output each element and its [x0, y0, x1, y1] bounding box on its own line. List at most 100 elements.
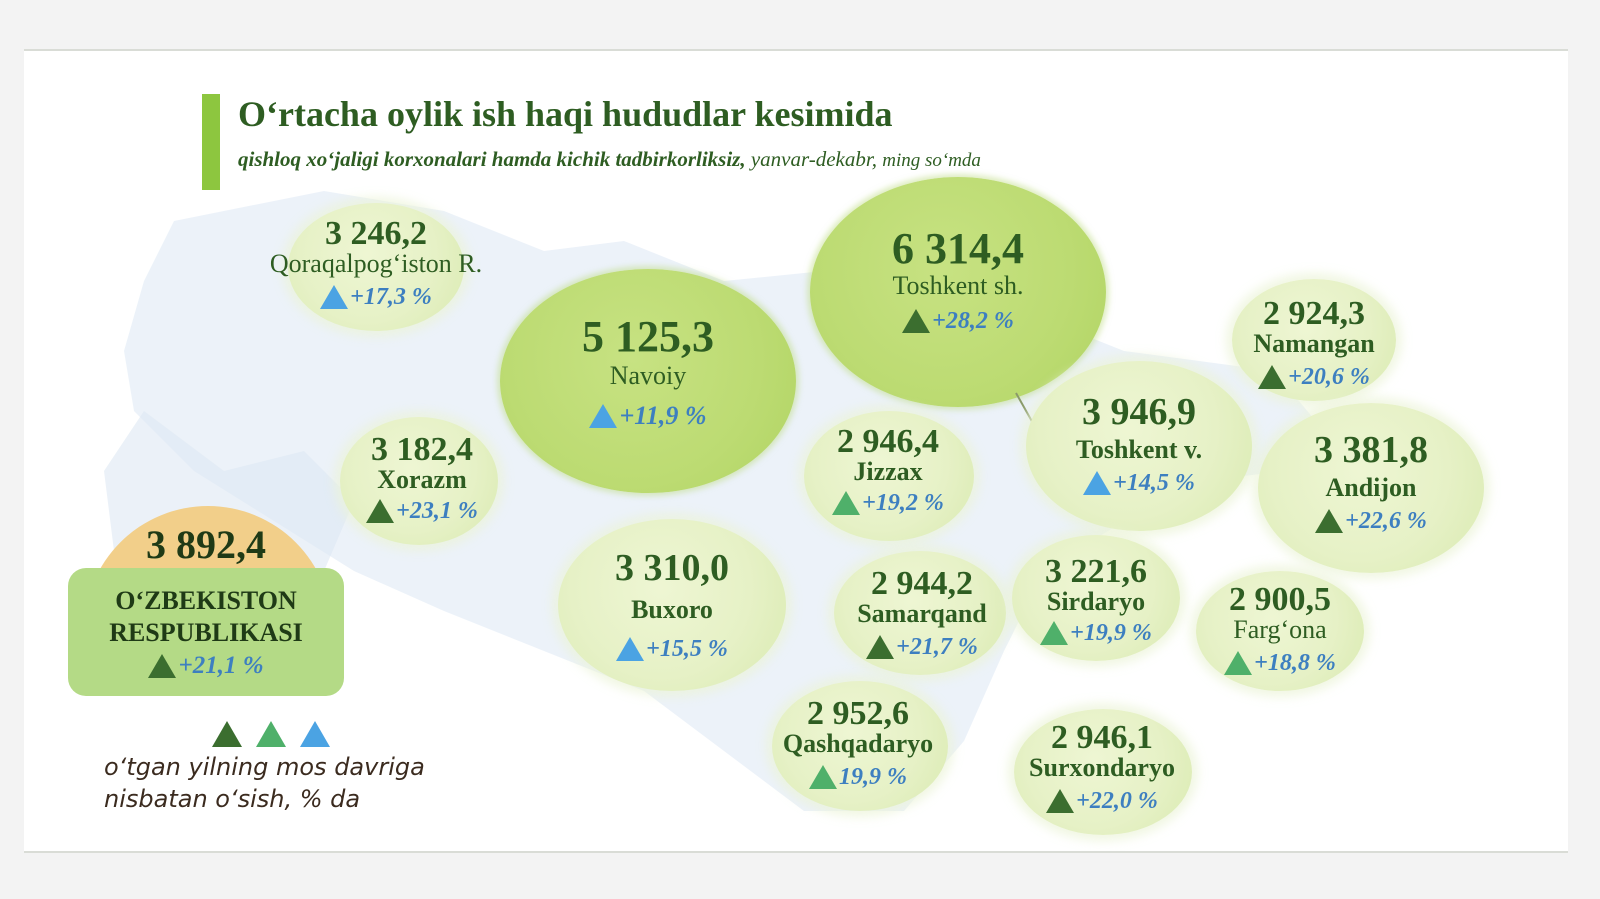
- region-growth: +28,2 %: [902, 309, 1014, 333]
- subtitle-main: qishloq xo‘jaligi korxonalari hamda kich…: [238, 147, 746, 171]
- region-name: Jizzax: [853, 457, 923, 486]
- growth-triangle-icon: [866, 635, 895, 659]
- legend-triangles: [212, 721, 330, 747]
- region-growth-value: +17,3 %: [350, 284, 432, 310]
- region-andijon: 3 381,8 Andijon +22,6 %: [1266, 431, 1476, 538]
- bubble-fargona: [1196, 571, 1364, 691]
- page-title: O‘rtacha oylik ish haqi hududlar kesimid…: [238, 94, 893, 134]
- national-line2: RESPUBLIKASI: [109, 618, 303, 647]
- national-value: 3 892,4: [146, 522, 266, 567]
- region-toshkent-sh: 6 314,4 Toshkent sh. +28,2 %: [808, 227, 1108, 338]
- region-growth-value: +22,6 %: [1345, 508, 1427, 534]
- region-namangan: 2 924,3 Namangan +20,6 %: [1224, 297, 1404, 394]
- bubble-xorazm: [340, 417, 498, 545]
- national-line1: O‘ZBEKISTON: [115, 586, 297, 615]
- region-growth-value: +28,2 %: [932, 308, 1014, 334]
- region-surxondaryo: 2 946,1 Surxondaryo +22,0 %: [1012, 721, 1192, 818]
- region-growth: +15,5 %: [616, 637, 728, 661]
- growth-triangle-icon: [589, 404, 618, 428]
- growth-triangle-icon: [1083, 471, 1112, 495]
- region-name: Qashqadaryo: [782, 729, 934, 758]
- region-name: Qoraqalpog‘iston R.: [269, 249, 483, 278]
- region-growth: +23,1 %: [366, 499, 478, 523]
- bubble-toshkent-v: [1026, 361, 1252, 531]
- region-growth-value: +20,6 %: [1288, 364, 1370, 390]
- region-growth: +11,9 %: [589, 403, 707, 429]
- growth-triangle-icon: [366, 499, 395, 523]
- region-growth-value: +19,2 %: [862, 490, 944, 516]
- title-accent-bar: [202, 94, 220, 190]
- region-growth-value: 19,9 %: [839, 764, 907, 790]
- growth-triangle-icon: [1315, 509, 1344, 533]
- region-value: 2 900,5: [1229, 581, 1331, 618]
- region-fargona: 2 900,5 Farg‘ona +18,8 %: [1200, 583, 1360, 680]
- legend-text: o‘tgan yilning mos davriga nisbatan o‘si…: [104, 751, 425, 815]
- infographic-slide: O‘rtacha oylik ish haqi hududlar kesimid…: [24, 49, 1568, 853]
- national-growth: +21,1 %: [148, 652, 264, 679]
- region-name: Toshkent v.: [1075, 435, 1203, 464]
- growth-triangle-icon: [902, 309, 931, 333]
- region-value: 6 314,4: [892, 224, 1024, 273]
- bubble-samarqand: [834, 551, 1006, 675]
- region-value: 3 246,2: [325, 215, 427, 252]
- region-name: Namangan: [1253, 329, 1375, 358]
- region-name: Toshkent sh.: [892, 271, 1024, 300]
- growth-triangle-icon: [809, 765, 837, 789]
- region-growth: +19,2 %: [832, 491, 944, 515]
- growth-triangle-icon: [1040, 621, 1069, 645]
- region-growth-value: +21,7 %: [896, 634, 978, 660]
- region-growth: +22,0 %: [1046, 789, 1158, 813]
- growth-triangle-icon: [616, 637, 645, 661]
- region-value: 5 125,3: [582, 312, 714, 361]
- region-name: Sirdaryo: [1046, 587, 1146, 616]
- region-name: Samarqand: [857, 599, 987, 628]
- region-name: Buxoro: [631, 595, 713, 624]
- region-value: 2 944,2: [871, 565, 973, 602]
- national-growth-value: +21,1 %: [178, 652, 264, 679]
- bubble-buxoro: [558, 519, 786, 691]
- region-value: 3 946,9: [1082, 391, 1196, 433]
- triangle-blue-icon: [300, 721, 330, 747]
- bubble-toshkent-sh: [810, 177, 1106, 407]
- growth-triangle-icon: [1258, 365, 1287, 389]
- triangle-dark-green-icon: [212, 721, 242, 747]
- region-growth-value: +23,1 %: [396, 498, 478, 524]
- region-growth: +18,8 %: [1224, 651, 1336, 675]
- region-name: Xorazm: [377, 465, 467, 494]
- bubble-qoraqalpogiston: [288, 203, 464, 331]
- growth-triangle-icon: [320, 285, 349, 309]
- region-jizzax: 2 946,4 Jizzax +19,2 %: [808, 425, 968, 520]
- region-growth: +21,7 %: [866, 635, 978, 659]
- bubble-sirdaryo: [1012, 535, 1180, 661]
- region-growth-value: +14,5 %: [1113, 470, 1195, 496]
- region-value: 2 952,6: [807, 695, 909, 732]
- bubble-surxondaryo: [1014, 709, 1192, 835]
- region-growth: +22,6 %: [1315, 509, 1427, 533]
- region-value: 3 182,4: [371, 431, 473, 468]
- region-toshkent-v: 3 946,9 Toshkent v. +14,5 %: [1034, 393, 1244, 500]
- region-growth-value: +18,8 %: [1254, 650, 1336, 676]
- region-buxoro: 3 310,0 Buxoro +15,5 %: [572, 549, 772, 666]
- bubble-navoiy: [500, 269, 796, 493]
- region-sirdaryo: 3 221,6 Sirdaryo +19,9 %: [1016, 555, 1176, 650]
- region-value: 2 946,4: [837, 423, 939, 460]
- region-growth-value: +22,0 %: [1076, 788, 1158, 814]
- region-value: 2 946,1: [1051, 719, 1153, 756]
- region-growth: +19,9 %: [1040, 621, 1152, 645]
- triangle-green-icon: [256, 721, 286, 747]
- region-value: 3 310,0: [615, 547, 729, 589]
- region-growth: +17,3 %: [320, 285, 432, 309]
- growth-triangle-icon: [1224, 651, 1253, 675]
- region-name: Andijon: [1325, 473, 1417, 502]
- legend-line1: o‘tgan yilning mos davriga: [104, 753, 425, 781]
- bubble-qashqadaryo: [772, 681, 948, 811]
- region-name: Surxondaryo: [1029, 753, 1175, 782]
- region-growth: 19,9 %: [809, 765, 907, 789]
- region-name: Navoiy: [609, 361, 687, 390]
- subtitle-period: yanvar-dekabr,: [750, 147, 877, 171]
- page-subtitle: qishloq xo‘jaligi korxonalari hamda kich…: [238, 147, 981, 172]
- growth-triangle-icon: [1046, 789, 1075, 813]
- region-growth-value: +15,5 %: [646, 636, 728, 662]
- growth-triangle-icon: [148, 653, 177, 678]
- region-qoraqalpogiston: 3 246,2 Qoraqalpog‘iston R. +17,3 %: [226, 217, 526, 314]
